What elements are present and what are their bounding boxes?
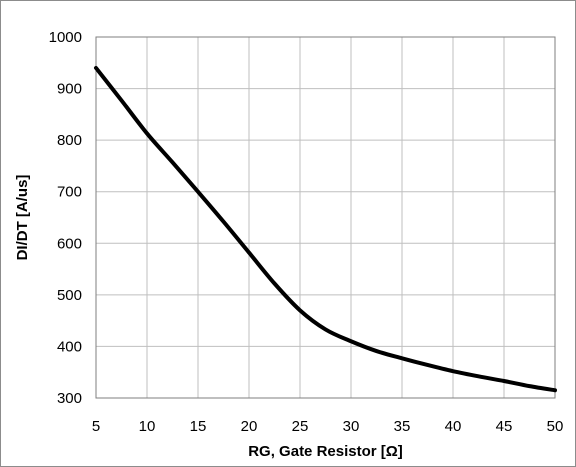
y-tick-label: 600 [57,235,82,252]
x-tick-label: 40 [445,418,462,435]
x-tick-label: 30 [343,418,360,435]
x-tick-label: 45 [496,418,513,435]
y-tick-label: 900 [57,81,82,98]
y-tick-label: 500 [57,287,82,304]
y-tick-label: 800 [57,132,82,149]
x-tick-label: 50 [547,418,564,435]
series-line [96,68,555,390]
plot-area-border [96,37,555,398]
y-tick-labels: 300 400 500 600 700 800 900 1000 [49,29,82,407]
x-tick-label: 25 [292,418,309,435]
x-tick-label: 20 [241,418,258,435]
series-lines [96,68,555,390]
x-axis-title: RG, Gate Resistor [Ω] [248,443,403,460]
x-tick-label: 10 [139,418,156,435]
y-axis-title: DI/DT [A/us] [14,175,31,261]
y-tick-label: 400 [57,338,82,355]
y-tick-label: 700 [57,184,82,201]
y-tick-label: 1000 [49,29,82,46]
grid [96,37,555,398]
y-tick-label: 300 [57,390,82,407]
x-tick-labels: 5 10 15 20 25 30 35 40 45 50 [92,418,564,435]
x-tick-label: 15 [190,418,207,435]
x-tick-label: 35 [394,418,411,435]
x-tick-label: 5 [92,418,100,435]
